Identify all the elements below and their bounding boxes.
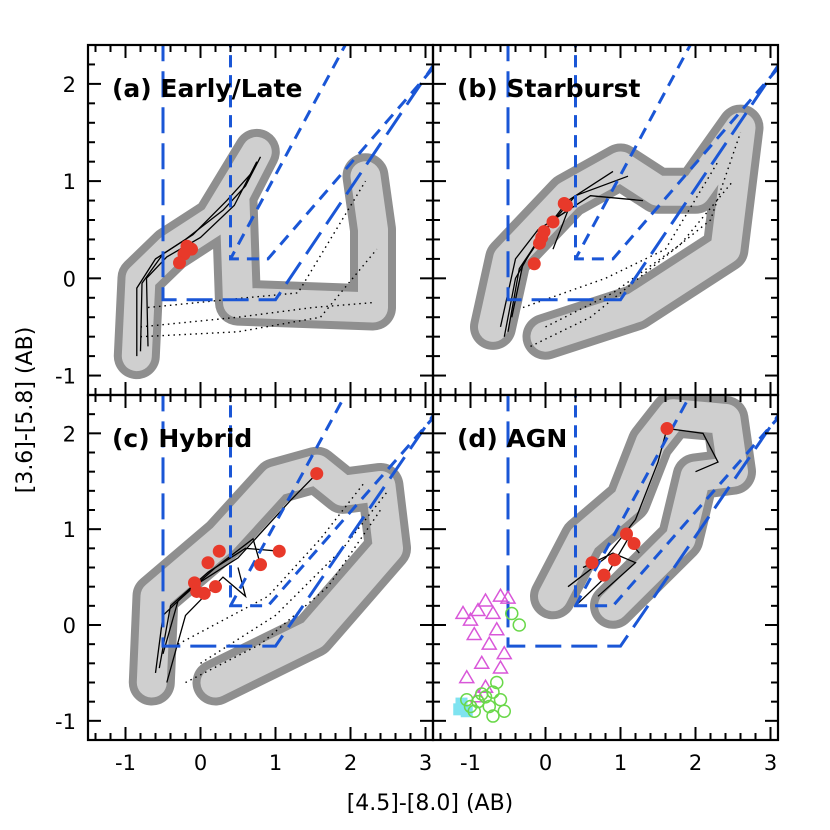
red-marker-point bbox=[660, 422, 674, 436]
x-tick-label: 3 bbox=[764, 751, 777, 775]
y-tick-label: 2 bbox=[63, 422, 76, 446]
open-circle-point bbox=[512, 618, 526, 632]
red-marker-point bbox=[254, 558, 267, 572]
x-tick-label: 3 bbox=[419, 751, 432, 775]
red-marker-point bbox=[310, 467, 324, 481]
x-tick-label: -1 bbox=[460, 751, 481, 775]
selection-wedge-long-dash bbox=[161, 45, 433, 302]
open-circle-point bbox=[493, 693, 508, 707]
open-triangle-point bbox=[499, 589, 517, 604]
selection-wedge-short-dash-2 bbox=[229, 395, 347, 607]
x-tick-label: 2 bbox=[689, 751, 702, 775]
open-triangle-point bbox=[492, 587, 509, 602]
selection-wedge-short-dash-2 bbox=[574, 395, 692, 607]
envelope-inner-band bbox=[136, 454, 403, 698]
red-marker-point bbox=[272, 544, 286, 558]
open-circle-point bbox=[505, 606, 519, 621]
x-tick-label: 1 bbox=[614, 751, 627, 775]
panel-title: (a) Early/Late bbox=[112, 74, 302, 103]
panel-a-plot-area bbox=[113, 45, 433, 380]
panel-d-plot-area bbox=[453, 395, 778, 723]
open-circle-point bbox=[486, 709, 500, 723]
dotted-track bbox=[530, 132, 742, 348]
x-axis-label: [4.5]-[8.0] (AB) bbox=[347, 791, 514, 816]
red-marker-point bbox=[560, 198, 573, 212]
x-tick-label: 0 bbox=[539, 751, 552, 775]
y-tick-label: 0 bbox=[63, 614, 76, 638]
dotted-track bbox=[140, 248, 378, 338]
red-marker-point bbox=[627, 537, 641, 551]
panel-d: -1 0 1 2 3 (d) AGN bbox=[431, 393, 780, 775]
red-marker-point bbox=[608, 553, 621, 567]
y-tick-label: -1 bbox=[55, 710, 76, 734]
open-circle-point bbox=[482, 699, 496, 714]
open-circle-point bbox=[497, 704, 511, 718]
y-axis-label: [3.6]-[5.8] (AB) bbox=[13, 327, 38, 494]
selection-wedge-long-dash bbox=[161, 395, 433, 648]
open-triangle-point bbox=[469, 602, 487, 617]
open-triangle-point bbox=[473, 654, 491, 669]
solid-track bbox=[158, 547, 280, 669]
open-triangle-point bbox=[495, 645, 513, 660]
selection-wedge-short-dash-2 bbox=[229, 45, 347, 260]
red-marker-point bbox=[585, 556, 599, 570]
y-tick-label: 0 bbox=[63, 267, 76, 291]
x-tick-label: -1 bbox=[115, 751, 136, 775]
red-marker-point bbox=[173, 256, 186, 270]
open-circle-point bbox=[490, 675, 504, 690]
open-triangle-point bbox=[465, 626, 483, 641]
solid-track bbox=[162, 537, 262, 654]
solid-track bbox=[166, 567, 247, 683]
envelope-inner-band bbox=[478, 112, 756, 352]
x-tick-label: 1 bbox=[269, 751, 282, 775]
red-marker-point bbox=[620, 527, 633, 541]
panel-title: (c) Hybrid bbox=[112, 424, 252, 453]
y-tick-label: 2 bbox=[63, 73, 76, 97]
open-circle-point bbox=[460, 693, 474, 707]
open-triangle-point bbox=[488, 621, 506, 636]
red-marker-point bbox=[212, 544, 226, 558]
open-triangle-point bbox=[492, 659, 509, 674]
y-tick-label: -1 bbox=[55, 365, 76, 389]
panel-b: (b) Starburst bbox=[431, 43, 780, 397]
envelope-inner-band bbox=[538, 399, 748, 621]
panel-c-plot-area bbox=[128, 395, 433, 706]
open-triangle-point bbox=[462, 611, 479, 626]
open-circle-point bbox=[478, 690, 493, 704]
dotted-track bbox=[200, 490, 389, 664]
open-triangle-point bbox=[484, 605, 502, 620]
red-marker-point bbox=[533, 236, 546, 250]
panel-title: (b) Starburst bbox=[457, 74, 641, 103]
selection-wedge-long-dash bbox=[506, 395, 778, 648]
panel-a: -1 0 1 2 (a) Early/Late bbox=[55, 43, 435, 397]
open-triangle-point bbox=[480, 635, 498, 650]
open-triangle-point bbox=[454, 605, 472, 620]
open-triangle-point bbox=[477, 678, 494, 693]
selection-wedge-long-dash bbox=[506, 45, 778, 302]
red-marker-point bbox=[201, 556, 215, 570]
open-triangle-point bbox=[477, 592, 494, 607]
x-tick-label: 0 bbox=[194, 751, 207, 775]
open-circle-point bbox=[475, 687, 489, 701]
panel-c: -1 0 1 2 3 -1 0 1 2 (c) Hybrid bbox=[55, 393, 435, 775]
open-circle-point bbox=[467, 704, 481, 718]
red-marker-point bbox=[197, 586, 211, 600]
y-tick-label: 1 bbox=[63, 170, 76, 194]
open-triangle-point bbox=[469, 688, 487, 703]
red-marker-point bbox=[546, 215, 560, 229]
selection-wedge-short-dash-2 bbox=[574, 45, 692, 260]
y-tick-label: 1 bbox=[63, 518, 76, 542]
red-marker-point bbox=[209, 580, 222, 594]
dotted-track bbox=[177, 480, 367, 645]
panel-title: (d) AGN bbox=[457, 424, 567, 453]
open-triangle-point bbox=[458, 669, 476, 684]
x-tick-label: 2 bbox=[344, 751, 357, 775]
red-marker-point bbox=[597, 568, 611, 582]
panel-b-plot-area bbox=[470, 45, 778, 360]
red-marker-point bbox=[527, 257, 541, 271]
dotted-track bbox=[140, 301, 374, 328]
